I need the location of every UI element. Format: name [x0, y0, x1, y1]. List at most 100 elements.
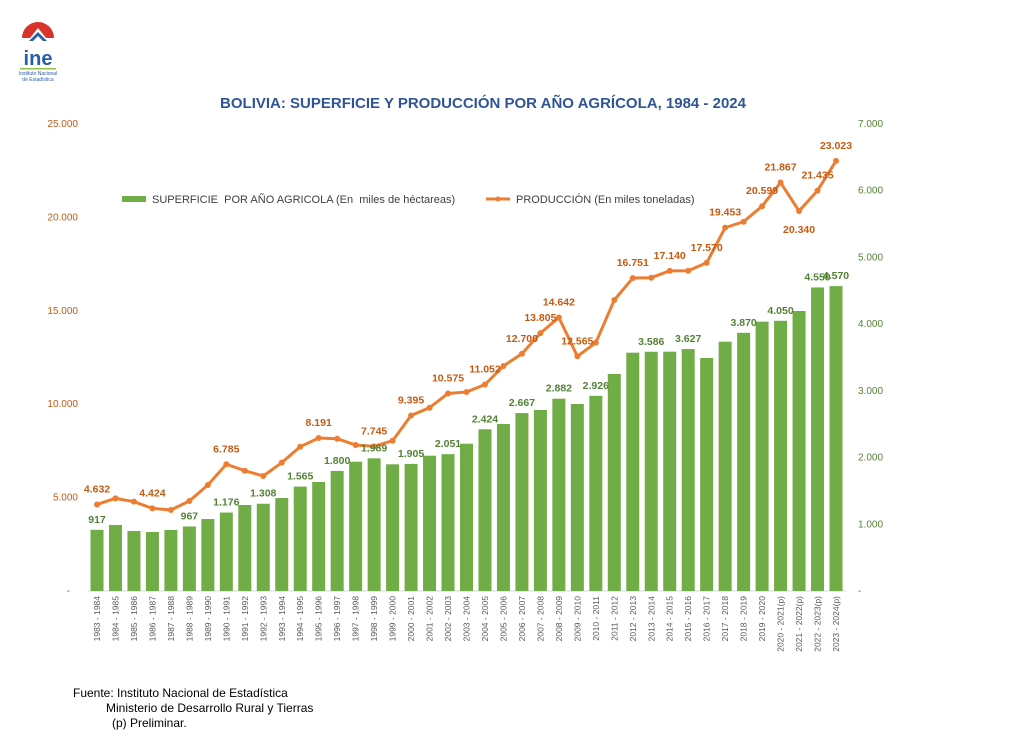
line-data-label: 14.642: [543, 296, 575, 308]
production-point: [167, 507, 174, 514]
line-data-label: 13.805: [524, 312, 556, 324]
svg-text:Instituto Nacional: Instituto Nacional: [19, 71, 57, 77]
x-tick-label: 1989 - 1990: [203, 596, 213, 642]
production-point: [833, 157, 839, 164]
y-right-tick-label: 7.000: [858, 119, 883, 130]
production-point: [94, 501, 100, 508]
production-point: [777, 179, 784, 186]
x-tick-label: 2007 - 2008: [535, 596, 545, 642]
x-tick-label: 1994 - 1995: [295, 596, 305, 642]
x-tick-label: 1984 - 1985: [110, 596, 120, 642]
line-data-label: 6.785: [213, 443, 239, 455]
bar: [478, 429, 492, 591]
bar: [256, 503, 270, 591]
production-point: [666, 267, 673, 274]
production-point: [796, 208, 803, 215]
x-tick-label: 2001 - 2002: [425, 596, 435, 642]
bar: [90, 529, 104, 591]
bar-data-label: 2.667: [509, 397, 535, 409]
source-line-3: (p) Preliminar.: [112, 716, 187, 730]
line-data-label: 19.453: [709, 207, 741, 219]
production-point: [463, 389, 470, 396]
production-point: [759, 203, 766, 210]
chart-title: BOLIVIA: SUPERFICIE Y PRODUCCIÓN POR AÑO…: [220, 94, 747, 112]
bar-data-label: 2.051: [435, 438, 461, 450]
legend-line-label: PRODUCCIÓN (En miles toneladas): [516, 193, 695, 206]
x-tick-label: 1988 - 1989: [184, 596, 194, 642]
line-data-label: 12.700: [506, 333, 538, 345]
x-tick-label: 1990 - 1991: [221, 596, 231, 642]
x-tick-label: 1993 - 1994: [277, 596, 287, 642]
bar: [367, 458, 381, 591]
line-data-label: 23.023: [820, 140, 852, 152]
y-right-tick-label: 4.000: [858, 319, 883, 330]
x-tick-label: 2010 - 2011: [591, 596, 601, 641]
production-point: [814, 187, 821, 194]
bar: [127, 530, 141, 591]
bar: [423, 455, 437, 591]
x-tick-label: 2011 - 2012: [609, 596, 619, 641]
production-point: [334, 435, 341, 442]
bar: [644, 351, 658, 591]
production-point: [445, 390, 452, 397]
x-tick-label: 2012 - 2013: [628, 596, 638, 642]
x-tick-label: 2003 - 2004: [462, 596, 472, 642]
x-tick-label: 1991 - 1992: [240, 596, 250, 642]
bar: [811, 287, 825, 591]
bar: [496, 424, 510, 591]
bar-data-label: 2.424: [472, 413, 498, 425]
production-point: [260, 473, 267, 480]
bar: [330, 470, 344, 591]
y-right-tick-label: 3.000: [858, 386, 883, 397]
production-point: [481, 381, 488, 388]
x-tick-label: 2014 - 2015: [665, 596, 675, 642]
bar: [108, 524, 122, 591]
production-point: [574, 353, 581, 360]
production-point: [408, 412, 415, 419]
bar: [275, 498, 289, 591]
x-tick-label: 1987 - 1988: [166, 596, 176, 642]
bar: [441, 454, 455, 591]
bar-data-label: 917: [88, 514, 106, 526]
line-data-label: 20.340: [783, 224, 815, 236]
bar: [164, 529, 178, 591]
bar: [238, 505, 252, 591]
bar-data-label: 3.870: [730, 317, 756, 329]
bar: [145, 531, 159, 591]
bar: [589, 395, 603, 591]
bar-data-label: 1.905: [398, 448, 424, 460]
production-point: [500, 362, 507, 369]
y-left-tick-label: 5.000: [53, 493, 78, 504]
production-point: [223, 461, 230, 468]
production-point: [130, 498, 137, 505]
x-tick-label: 2008 - 2009: [554, 596, 564, 642]
production-point: [685, 267, 692, 274]
production-point: [722, 224, 729, 231]
bar: [349, 461, 363, 591]
bar: [626, 352, 640, 591]
x-tick-label: 1997 - 1998: [351, 596, 361, 642]
x-tick-label: 2000 - 2001: [406, 596, 416, 642]
y-left-tick-label: 15.000: [47, 306, 78, 317]
ine-logo: ine Instituto Nacional de Estadística: [19, 22, 57, 83]
production-point: [518, 350, 525, 357]
y-right-tick-label: 2.000: [858, 453, 883, 464]
bar-data-label: 1.800: [324, 455, 350, 467]
bar: [663, 351, 677, 591]
bar: [293, 486, 307, 591]
x-tick-label: 2004 - 2005: [480, 596, 490, 642]
bar: [792, 311, 806, 591]
bar: [533, 410, 547, 591]
x-tick-label: 1983 - 1984: [92, 596, 102, 642]
x-tick-label: 2019 - 2020: [757, 596, 767, 642]
y-left-tick-label: -: [67, 586, 70, 597]
bar: [737, 332, 751, 591]
production-point: [629, 275, 636, 282]
production-point: [648, 274, 655, 281]
line-data-label: 4.424: [139, 487, 165, 499]
line-data-label: 11.052: [469, 364, 501, 376]
source-line-2: Ministerio de Desarrollo Rural y Tierras: [106, 701, 314, 715]
x-tick-label: 2021 - 2022(p): [794, 596, 804, 652]
bar-data-label: 1.565: [287, 471, 313, 483]
production-point: [204, 482, 211, 489]
